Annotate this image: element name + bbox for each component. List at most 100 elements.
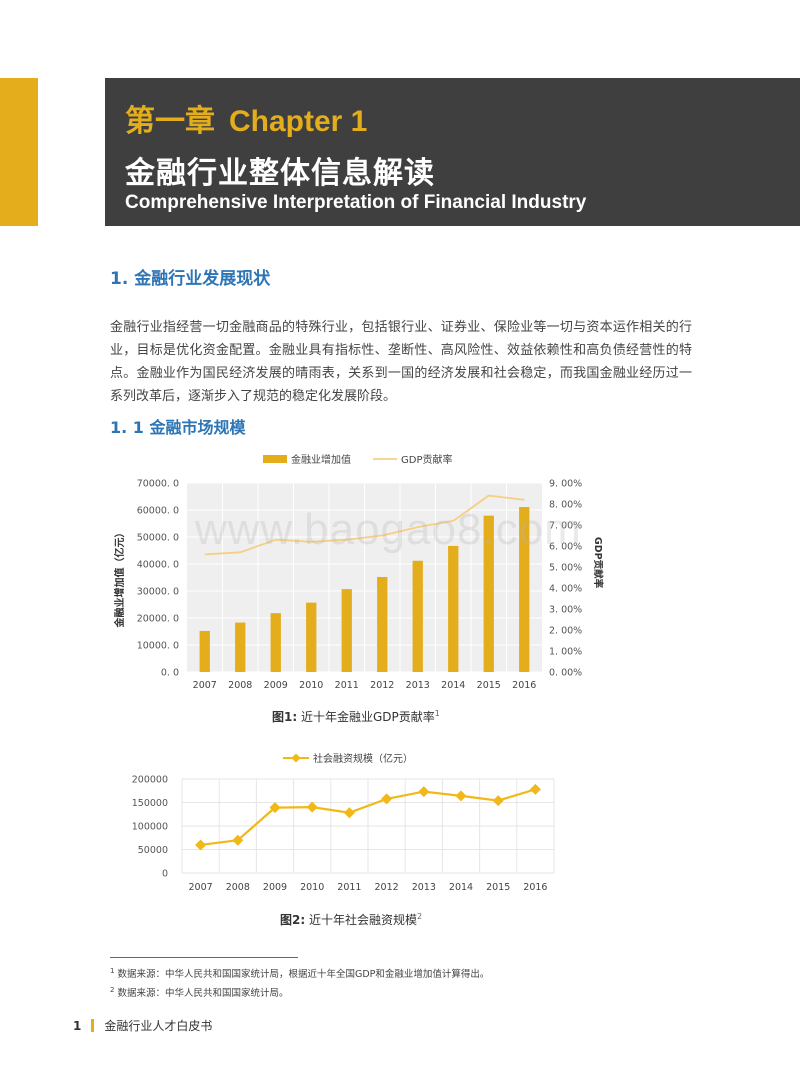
bar [519,507,530,672]
data-point-marker [492,795,504,807]
y2-tick-label: 8. 00% [549,500,582,511]
footnote-2-text: 数据来源：中华人民共和国国家统计局。 [114,988,289,999]
footnote-1-text: 数据来源：中华人民共和国国家统计局，根据近十年全国GDP和金融业增加值计算得出。 [114,969,490,980]
x-tick-label: 2011 [337,882,361,893]
figure-1-caption: 图1: 近十年金融业GDP贡献率1 [272,708,440,725]
x-tick-label: 2012 [375,882,399,893]
bar [341,589,352,672]
y2-axis-title: GDP贡献率 [592,537,604,589]
figure-1-label: 图1: [272,710,298,724]
y2-tick-label: 0. 00% [549,668,582,679]
x-tick-label: 2008 [228,680,252,691]
figure-2-label: 图2: [280,913,306,927]
chapter-title-en: Comprehensive Interpretation of Financia… [125,192,587,213]
gdp-contribution-chart: 0. 0 10000. 0 20000. 0 30000. 0 40000. 0 5000… [113,453,604,691]
x-tick-label: 2007 [193,680,217,691]
y-tick-label: 40000. 0 [137,560,179,571]
bar [270,613,281,672]
chapter-label: 第一章 Chapter 1 [125,96,367,140]
y-axis-title: 金融业增加值（亿元） [113,528,126,629]
legend-bar-swatch [263,455,287,463]
data-point-marker [269,802,281,814]
body-paragraph: 金融行业指经营一切金融商品的特殊行业，包括银行业、证券业、保险业等一切与资本运作… [110,320,692,404]
footer-separator [91,1019,95,1032]
data-point-marker [195,839,207,851]
data-point-marker [232,834,244,846]
footnote-1-number: 1 [110,966,115,975]
x-tick-label: 2015 [486,882,510,893]
y-tick-label: 50000. 0 [137,533,179,544]
figure-1-text: 近十年金融业GDP贡献率 [297,710,435,724]
data-point-marker [418,786,430,798]
figure-2-caption: 图2: 近十年社会融资规模2 [280,911,422,928]
x-tick-label: 2015 [477,680,501,691]
y-tick-label: 50000 [138,845,168,856]
y-tick-label: 0. 0 [161,668,179,679]
social-financing-chart: 0 50000 100000 150000 200000 2007 2008 2009 2010… [132,752,555,893]
y2-tick-label: 9. 00% [549,479,582,490]
y2-tick-label: 2. 00% [549,626,582,637]
data-point-marker [455,790,467,802]
footnote-2-number: 2 [110,985,115,994]
data-point-marker [381,793,393,805]
y-tick-label: 10000. 0 [137,641,179,652]
chapter-header: 第一章 Chapter 1 金融行业整体信息解读 Comprehensive In… [105,78,800,226]
data-point-marker [343,807,355,819]
y2-tick-label: 4. 00% [549,584,582,595]
y2-tick-label: 6. 00% [549,542,582,553]
section-heading: 1. 金融行业发展现状 [110,269,271,289]
y-tick-label: 0 [162,869,168,880]
y2-tick-label: 1. 00% [549,647,582,658]
y2-tick-label: 3. 00% [549,605,582,616]
x-tick-label: 2014 [441,680,465,691]
x-tick-label: 2014 [449,882,473,893]
footnote-1: 1 数据来源：中华人民共和国国家统计局，根据近十年全国GDP和金融业增加值计算得… [110,966,489,980]
x-tick-label: 2010 [300,882,324,893]
bar [199,630,210,672]
footer-title: 金融行业人才白皮书 [104,1019,213,1033]
chapter-title-cn: 金融行业整体信息解读 [125,156,435,191]
footnote-2: 2 数据来源：中华人民共和国国家统计局。 [110,985,289,999]
accent-bar [0,78,38,226]
y-tick-label: 20000. 0 [137,614,179,625]
y2-tick-label: 7. 00% [549,521,582,532]
x-tick-label: 2011 [335,680,359,691]
data-point-marker [306,801,318,813]
x-tick-label: 2016 [512,680,536,691]
subsection-heading: 1. 1 金融市场规模 [110,418,246,437]
chapter-cn: 第一章 [125,104,215,139]
x-tick-label: 2013 [412,882,436,893]
legend-marker [291,753,301,763]
page-number: 1 [73,1019,82,1033]
x-tick-label: 2008 [226,882,250,893]
data-point-marker [529,783,541,795]
x-tick-label: 2010 [299,680,323,691]
y-tick-label: 70000. 0 [137,479,179,490]
y-tick-label: 100000 [132,822,168,833]
y-tick-label: 200000 [132,775,168,786]
x-tick-label: 2007 [189,882,213,893]
x-tick-label: 2009 [263,882,287,893]
y-tick-label: 30000. 0 [137,587,179,598]
bar [235,622,246,672]
legend-line-label: GDP贡献率 [401,453,452,466]
gdp-contribution-line [204,494,525,556]
y-tick-label: 150000 [132,798,168,809]
x-tick-label: 2013 [406,680,430,691]
bar [306,602,317,672]
legend-label: 社会融资规模（亿元） [313,752,413,765]
page-footer: 1 金融行业人才白皮书 [73,1017,212,1034]
bar [412,560,423,672]
y-tick-label: 60000. 0 [137,506,179,517]
x-tick-label: 2012 [370,680,394,691]
y2-tick-label: 5. 00% [549,563,582,574]
figure-2-text: 近十年社会融资规模 [305,913,417,927]
figure-1-note: 1 [434,709,440,718]
bar [448,545,459,672]
footnote-rule [110,957,298,958]
chapter-en: Chapter 1 [229,105,368,138]
legend-bar-label: 金融业增加值 [291,453,351,466]
figure-2-note: 2 [416,912,423,921]
x-tick-label: 2016 [523,882,547,893]
social-financing-line [200,788,536,847]
